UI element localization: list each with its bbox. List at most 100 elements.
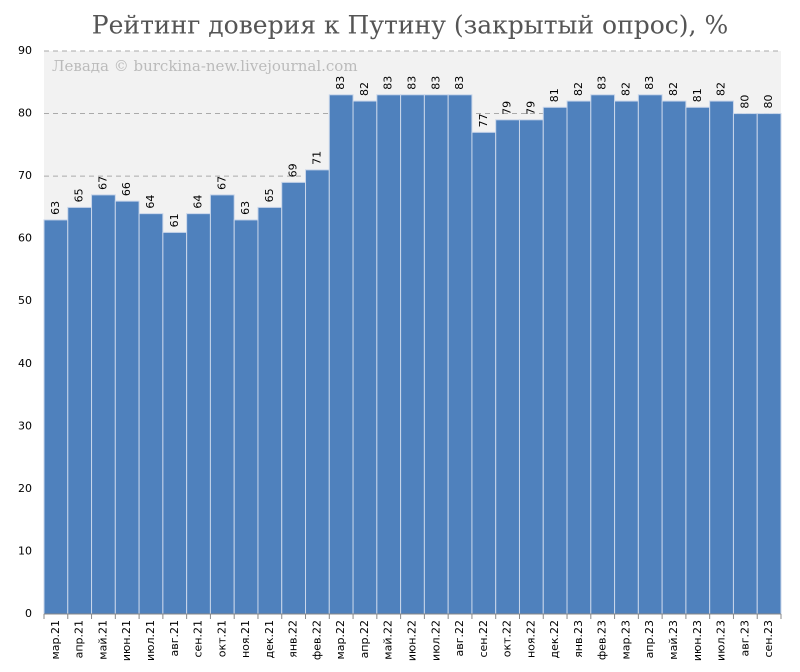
bar (471, 131, 497, 615)
data-label: 82 (667, 82, 680, 96)
x-tick-label: июл.22 (429, 620, 442, 661)
x-tick-label: фев.22 (310, 620, 323, 660)
data-label: 67 (215, 176, 228, 190)
x-tick-label: мар.21 (49, 620, 62, 660)
data-label: 64 (144, 195, 157, 209)
bar (91, 194, 116, 615)
data-label: 65 (263, 188, 276, 202)
data-label: 79 (524, 101, 537, 115)
bar (43, 219, 69, 615)
y-tick-label: 60 (18, 232, 32, 245)
bar (495, 119, 520, 615)
data-label: 80 (738, 95, 751, 109)
bar (614, 100, 639, 615)
data-label: 69 (287, 163, 300, 177)
watermark: Левада © burckina-new.livejournal.com (52, 57, 358, 75)
data-label: 82 (358, 82, 371, 96)
bar (423, 94, 449, 615)
data-label: 81 (548, 88, 561, 102)
y-tick-label: 90 (18, 44, 32, 57)
bar (566, 100, 592, 615)
x-tick-label: сен.21 (192, 620, 205, 658)
x-tick-label: фев.23 (596, 620, 609, 660)
x-tick-label: сен.23 (762, 620, 775, 658)
bar (257, 206, 283, 615)
bar (447, 94, 473, 615)
x-tick-label: авг.23 (738, 620, 751, 657)
bar (518, 119, 544, 615)
data-label: 83 (334, 76, 347, 90)
y-tick-label: 80 (18, 107, 32, 120)
data-label: 81 (691, 88, 704, 102)
data-label: 83 (596, 76, 609, 90)
x-tick-label: апр.23 (643, 620, 656, 658)
bar (661, 100, 687, 615)
x-tick-label: ноя.22 (524, 620, 537, 658)
y-tick-label: 40 (18, 357, 32, 370)
x-tick-label: дек.21 (263, 620, 276, 659)
bar (67, 206, 93, 615)
x-tick-label: авг.21 (168, 620, 181, 657)
data-label: 82 (572, 82, 585, 96)
data-label: 77 (477, 113, 490, 127)
x-tick-label: апр.21 (73, 620, 86, 658)
bar (400, 94, 425, 615)
y-tick-label: 20 (18, 482, 32, 495)
x-tick-label: май.22 (382, 620, 395, 660)
bar (328, 94, 354, 615)
bar (376, 94, 402, 615)
data-label: 80 (762, 95, 775, 109)
bar (209, 194, 235, 615)
bar (281, 181, 307, 615)
x-tick-label: июн.22 (406, 620, 419, 661)
bar (542, 106, 568, 615)
data-label: 83 (406, 76, 419, 90)
data-label: 83 (643, 76, 656, 90)
data-label: 63 (239, 201, 252, 215)
y-tick-label: 30 (18, 419, 32, 432)
x-tick-label: май.21 (96, 620, 109, 660)
x-tick-label: июл.23 (715, 620, 728, 661)
x-tick-label: янв.23 (572, 620, 585, 658)
data-label: 83 (429, 76, 442, 90)
data-label: 64 (192, 195, 205, 209)
x-tick-label: сен.22 (477, 620, 490, 658)
bar (756, 113, 782, 615)
bar (162, 231, 188, 615)
data-label: 71 (310, 151, 323, 165)
bar (732, 113, 758, 615)
y-tick-label: 50 (18, 294, 32, 307)
x-tick-label: окт.22 (501, 620, 514, 657)
x-tick-label: авг.22 (453, 620, 466, 657)
bar (186, 213, 211, 615)
x-tick-label: май.23 (667, 620, 680, 660)
data-label: 82 (715, 82, 728, 96)
x-tick-label: ноя.21 (239, 620, 252, 658)
x-tick-label: июн.21 (120, 620, 133, 661)
data-label: 66 (120, 182, 133, 196)
data-label: 79 (501, 101, 514, 115)
bar (590, 94, 616, 615)
y-tick-label: 10 (18, 544, 32, 557)
x-tick-label: мар.22 (334, 620, 347, 660)
bar (637, 94, 663, 615)
data-label: 82 (619, 82, 632, 96)
x-tick-label: окт.21 (215, 620, 228, 657)
data-label: 83 (453, 76, 466, 90)
bar (352, 100, 378, 615)
x-tick-label: июн.23 (691, 620, 704, 661)
data-label: 67 (96, 176, 109, 190)
data-label: 63 (49, 201, 62, 215)
data-label: 61 (168, 213, 181, 227)
bar (114, 200, 140, 615)
x-tick-label: апр.22 (358, 620, 371, 658)
y-tick-label: 70 (18, 169, 32, 182)
x-tick-label: июл.21 (144, 620, 157, 661)
data-label: 83 (382, 76, 395, 90)
bar (685, 106, 711, 615)
bar (233, 219, 259, 615)
bar (138, 213, 164, 615)
x-tick-label: дек.22 (548, 620, 561, 659)
